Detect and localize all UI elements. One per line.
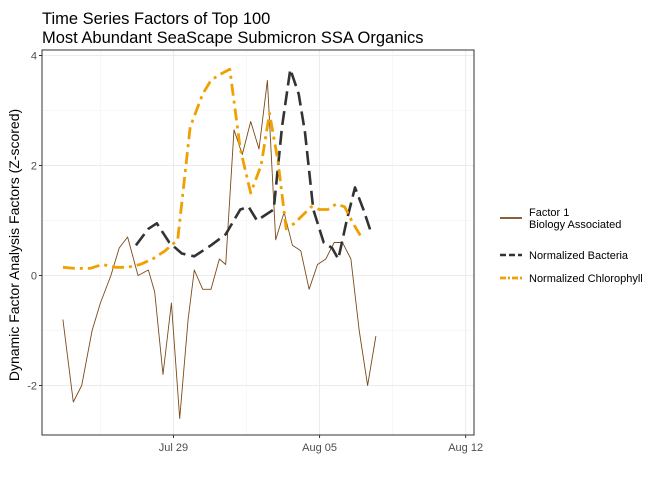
- series-line-1: [62, 79, 377, 419]
- y-axis-title: Dynamic Factor Analysis Factors (Z-score…: [6, 109, 22, 381]
- x-tick-label: Jul 29: [159, 442, 188, 454]
- y-tick-label: 4: [31, 51, 37, 63]
- legend-label-2: Normalized Bacteria: [529, 250, 629, 262]
- panel-border: [41, 49, 475, 436]
- series-line-3: [62, 67, 363, 270]
- y-tick-label: -2: [27, 381, 37, 393]
- y-tick-label: 0: [31, 271, 37, 283]
- chart-title-line-1: Time Series Factors of Top 100: [42, 10, 270, 28]
- legend-label-3: Normalized Chlorophyll: [529, 273, 643, 285]
- series-line-2: [134, 68, 373, 261]
- y-tick-label: 2: [31, 161, 37, 173]
- chart-title-line-2: Most Abundant SeaScape Submicron SSA Org…: [42, 29, 424, 47]
- legend-label-1: Biology Associated: [529, 219, 621, 231]
- legend-label-1: Factor 1: [529, 207, 569, 219]
- plot-area: -2 0 2 4 Jul 29 Aug 05 Aug 12: [27, 49, 483, 454]
- x-tick-label: Aug 12: [448, 442, 483, 454]
- x-tick-label: Aug 05: [302, 442, 337, 454]
